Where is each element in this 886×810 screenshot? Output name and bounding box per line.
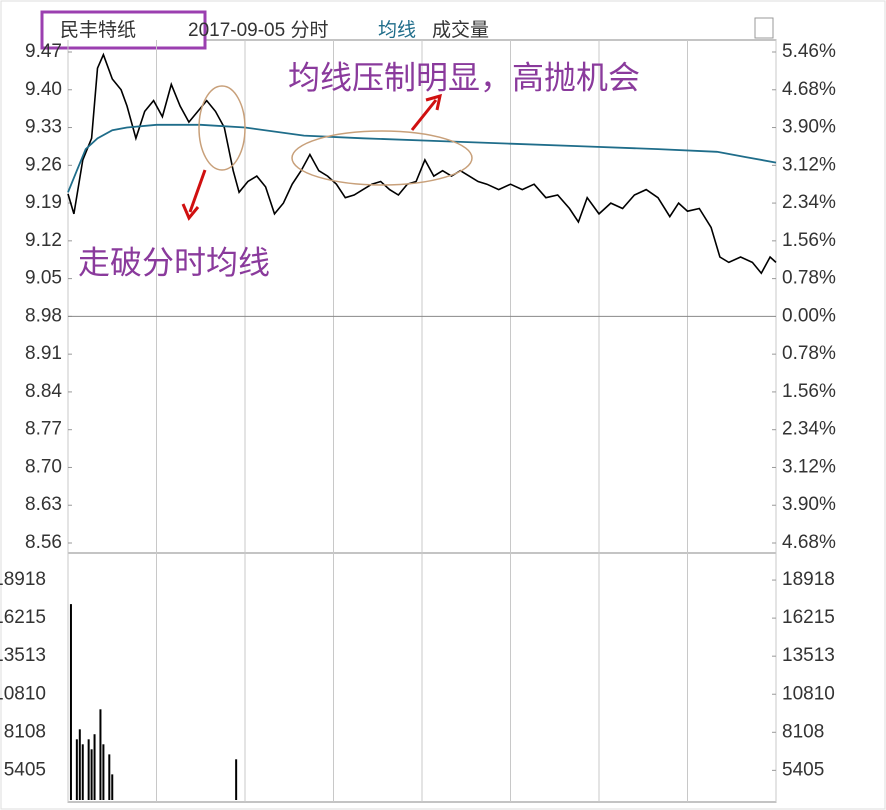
- y2-tick-label: 0.00%: [782, 305, 836, 326]
- stock-name-box: [40, 10, 207, 50]
- y-tick-label: 8.77: [25, 419, 62, 440]
- y-tick-label: 9.05: [25, 268, 62, 289]
- annotation: 走破分时均线: [78, 244, 270, 280]
- volume-bar: [69, 604, 72, 800]
- volume-bar: [235, 759, 238, 800]
- y2-tick-label: 1.56%: [782, 381, 836, 402]
- y-tick-label: 9.12: [25, 230, 62, 251]
- volume-tick-label: 13513: [0, 645, 46, 666]
- y-tick-label: 9.33: [25, 117, 62, 138]
- icon: [754, 17, 774, 39]
- y2-tick-label: 3.90%: [782, 117, 836, 138]
- volume-bar: [87, 739, 90, 800]
- y-tick-label: 9.26: [25, 154, 62, 175]
- volume-tick-label: 10810: [782, 683, 835, 704]
- volume-bar: [111, 774, 114, 800]
- y-tick-label: 9.47: [25, 41, 62, 62]
- volume-tick-label: 16215: [0, 607, 46, 628]
- highlight-ellipse: [198, 85, 246, 171]
- grid: [67, 40, 777, 802]
- y2-tick-label: 3.12%: [782, 154, 836, 175]
- volume-bar: [81, 744, 84, 800]
- volume-bar: [75, 739, 78, 800]
- y-tick-label: 8.84: [25, 381, 62, 402]
- volume-label: 成交量: [432, 19, 489, 41]
- average-line: [67, 123, 777, 193]
- y-tick-label: 8.63: [25, 494, 62, 515]
- y2-tick-label: 4.68%: [782, 79, 836, 100]
- volume-tick-label: 5405: [782, 759, 824, 780]
- y-tick-label: 8.56: [25, 532, 62, 553]
- y-tick-label: 9.19: [25, 192, 62, 213]
- volume-bar: [102, 744, 105, 800]
- volume-bar: [99, 709, 102, 800]
- marks: [67, 52, 777, 800]
- y2-tick-label: 1.56%: [782, 230, 836, 251]
- volume-bar: [90, 749, 93, 800]
- volume-bar: [108, 754, 111, 800]
- price-line: [67, 52, 777, 275]
- y2-tick-label: 3.90%: [782, 494, 836, 515]
- y2-tick-label: 2.34%: [782, 192, 836, 213]
- volume-bar: [78, 729, 81, 800]
- volume-tick-label: 18918: [0, 569, 46, 590]
- y2-tick-label: 4.68%: [782, 532, 836, 553]
- y2-tick-label: 3.12%: [782, 456, 836, 477]
- volume-tick-label: 18918: [782, 569, 835, 590]
- volume-bar: [93, 734, 96, 800]
- arrow: [181, 169, 207, 221]
- y2-tick-label: 0.78%: [782, 268, 836, 289]
- date: 2017-09-05 分时: [188, 19, 328, 41]
- arrow: [410, 93, 442, 131]
- volume-tick-label: 16215: [782, 607, 835, 628]
- legend-avg: 均线: [378, 19, 416, 41]
- y2-tick-label: 0.78%: [782, 343, 836, 364]
- volume-tick-label: 10810: [0, 683, 46, 704]
- y-tick-label: 8.91: [25, 343, 62, 364]
- volume-tick-label: 5405: [4, 759, 46, 780]
- y-tick-label: 9.40: [25, 79, 62, 100]
- volume-tick-label: 8108: [4, 721, 46, 742]
- y2-tick-label: 5.46%: [782, 41, 836, 62]
- y2-tick-label: 2.34%: [782, 419, 836, 440]
- highlight-ellipse: [291, 130, 473, 186]
- volume-tick-label: 13513: [782, 645, 835, 666]
- y-tick-label: 8.70: [25, 456, 62, 477]
- volume-tick-label: 8108: [782, 721, 824, 742]
- annotation: 均线压制明显，高抛机会: [288, 59, 640, 95]
- stock-name: 民丰特纸: [60, 19, 136, 41]
- y-tick-label: 8.98: [25, 305, 62, 326]
